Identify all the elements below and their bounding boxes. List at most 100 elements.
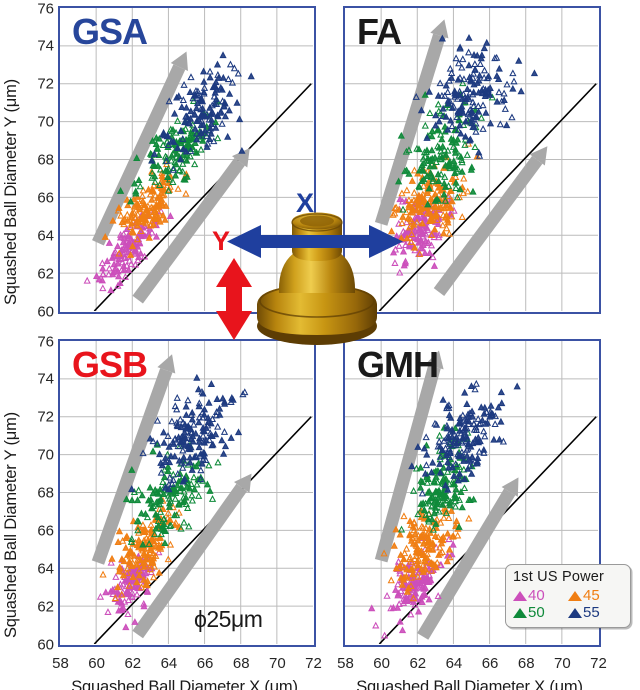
data-point	[499, 437, 508, 445]
data-point	[454, 75, 462, 83]
trend-arrow-lower	[417, 477, 519, 640]
data-point	[122, 575, 130, 583]
data-point	[220, 102, 228, 110]
data-point	[445, 545, 454, 553]
data-point	[445, 499, 454, 507]
data-point	[189, 94, 197, 102]
data-point	[195, 413, 204, 421]
data-point	[432, 111, 440, 119]
data-point	[147, 499, 155, 507]
data-point	[170, 137, 178, 145]
data-point	[126, 251, 135, 258]
data-point	[403, 565, 411, 573]
data-point	[207, 115, 216, 123]
data-point	[191, 124, 199, 132]
data-point	[197, 121, 205, 129]
data-point	[419, 591, 427, 599]
y-tick-label: 76	[37, 333, 54, 350]
data-point	[182, 112, 190, 120]
data-point	[145, 540, 153, 547]
data-point	[493, 53, 501, 61]
data-point	[137, 249, 145, 257]
data-point	[111, 265, 119, 273]
x-axis-label-left: Squashed Ball Diameter X (μm)	[71, 678, 298, 690]
data-point	[445, 479, 453, 487]
data-point	[456, 87, 464, 95]
data-point	[458, 102, 466, 110]
data-point	[123, 569, 131, 576]
trend-arrow-lower	[132, 473, 252, 639]
data-point	[457, 488, 465, 495]
data-point	[184, 422, 192, 430]
trend-arrow-upper	[91, 354, 176, 565]
panel-title-fa: FA	[357, 11, 402, 52]
data-point	[480, 73, 488, 81]
data-point	[456, 185, 464, 193]
data-point	[429, 177, 437, 185]
data-point	[161, 186, 169, 194]
data-point	[447, 116, 455, 124]
data-point	[451, 460, 460, 468]
data-point	[445, 514, 453, 522]
y-tick-label: 74	[37, 37, 54, 55]
data-point	[180, 475, 189, 482]
data-point	[155, 548, 163, 556]
data-point	[168, 417, 176, 425]
data-point	[417, 106, 426, 114]
data-point	[133, 221, 142, 229]
data-point	[477, 403, 485, 411]
data-point	[442, 509, 451, 516]
data-point	[188, 491, 196, 499]
y-tick-label: 68	[37, 151, 54, 169]
data-point	[159, 128, 168, 136]
scatter-panel-gmh	[343, 339, 601, 647]
data-point	[165, 458, 174, 466]
data-point	[426, 249, 434, 257]
data-point	[247, 72, 255, 80]
data-point	[465, 61, 473, 69]
data-point	[164, 467, 172, 475]
data-point	[127, 219, 136, 227]
data-point	[452, 178, 460, 186]
data-point	[135, 566, 143, 574]
data-point	[426, 529, 434, 536]
data-point	[153, 416, 162, 424]
data-point	[128, 562, 136, 570]
data-point	[181, 118, 189, 126]
data-point	[234, 428, 243, 436]
data-point	[148, 169, 156, 177]
data-point	[207, 419, 215, 427]
data-point	[411, 600, 419, 608]
data-point	[437, 490, 445, 498]
data-point	[448, 212, 456, 220]
data-point	[128, 485, 136, 492]
y-tick-label: 68	[37, 484, 54, 502]
data-point	[130, 202, 138, 210]
data-point	[176, 155, 185, 163]
data-point	[208, 495, 217, 502]
data-point	[441, 91, 449, 99]
data-point	[428, 132, 436, 140]
data-point	[153, 144, 161, 151]
data-point	[446, 64, 454, 72]
data-point	[133, 496, 142, 504]
data-point	[478, 51, 486, 59]
x-tick-label: 68	[517, 655, 535, 672]
data-point	[174, 422, 182, 430]
data-point	[178, 103, 186, 110]
data-point	[497, 417, 505, 425]
x-tick-label: 66	[481, 655, 499, 672]
data-point	[171, 171, 180, 179]
data-point	[445, 162, 453, 170]
data-point	[166, 540, 175, 548]
data-point	[172, 160, 180, 168]
data-point	[493, 72, 501, 79]
data-point	[483, 418, 492, 426]
data-point	[406, 517, 414, 524]
data-point	[132, 187, 140, 195]
data-point	[140, 558, 149, 566]
data-point	[407, 230, 416, 238]
data-point	[422, 433, 430, 441]
data-point	[122, 543, 130, 551]
data-point	[432, 543, 440, 551]
